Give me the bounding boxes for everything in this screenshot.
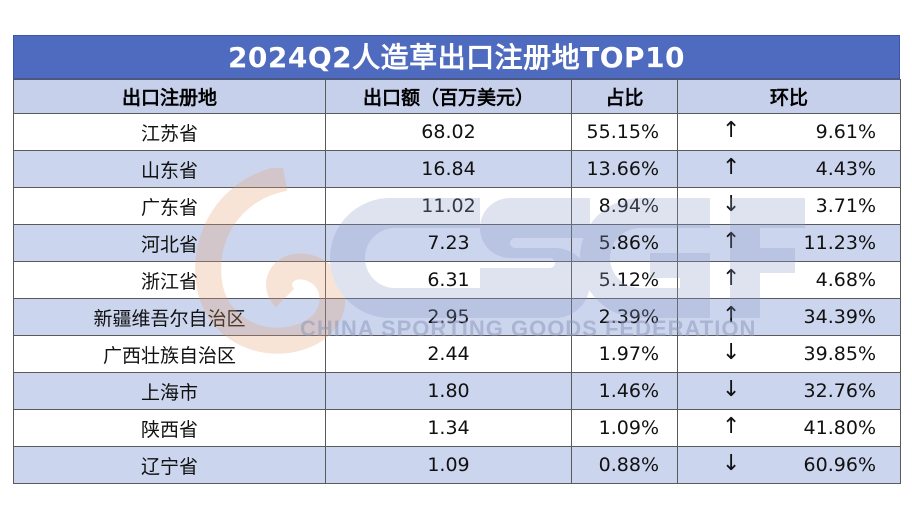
table-row: 浙江省 6.31 5.12% ↑ 4.68% [13, 261, 901, 299]
trend-arrow-icon: ↑ [722, 118, 741, 143]
mom-value: 4.68% [815, 269, 876, 291]
header-row: 出口注册地 出口额（百万美元） 占比 环比 [13, 79, 901, 114]
cell-mom: ↓ 32.76% [677, 372, 901, 410]
trend-arrow-icon: ↑ [722, 229, 741, 254]
cell-amount: 2.44 [325, 335, 572, 373]
cell-mom: ↓ 3.71% [677, 187, 901, 225]
table-title: 2024Q2人造草出口注册地TOP10 [13, 35, 900, 79]
cell-amount: 16.84 [325, 150, 572, 188]
trend-arrow-icon: ↓ [722, 192, 741, 217]
cell-mom: ↑ 4.43% [677, 150, 901, 188]
mom-value: 3.71% [815, 195, 876, 217]
cell-share: 1.46% [571, 372, 678, 410]
trend-arrow-icon: ↑ [722, 155, 741, 180]
header-mom: 环比 [677, 79, 901, 114]
trend-arrow-icon: ↑ [722, 414, 741, 439]
table-row: 山东省 16.84 13.66% ↑ 4.43% [13, 150, 901, 188]
table-row: 广西壮族自治区 2.44 1.97% ↓ 39.85% [13, 335, 901, 373]
cell-amount: 2.95 [325, 298, 572, 336]
cell-mom: ↑ 11.23% [677, 224, 901, 262]
export-table: 出口注册地 出口额（百万美元） 占比 环比 江苏省 68.02 55.15% ↑ 9.6… [13, 79, 901, 484]
cell-mom: ↓ 60.96% [677, 446, 901, 484]
table-container: 2024Q2人造草出口注册地TOP10 出口注册地 出口额（百万美元） 占比 环… [13, 35, 901, 484]
cell-share: 2.39% [571, 298, 678, 336]
table-row: 江苏省 68.02 55.15% ↑ 9.61% [13, 113, 901, 151]
cell-mom: ↑ 4.68% [677, 261, 901, 299]
cell-region: 陕西省 [13, 409, 326, 447]
cell-region: 河北省 [13, 224, 326, 262]
header-share: 占比 [571, 79, 678, 114]
cell-region: 辽宁省 [13, 446, 326, 484]
table-row: 新疆维吾尔自治区 2.95 2.39% ↑ 34.39% [13, 298, 901, 336]
cell-share: 0.88% [571, 446, 678, 484]
cell-region: 广西壮族自治区 [13, 335, 326, 373]
cell-mom: ↑ 34.39% [677, 298, 901, 336]
table-row: 河北省 7.23 5.86% ↑ 11.23% [13, 224, 901, 262]
cell-share: 5.86% [571, 224, 678, 262]
header-amount: 出口额（百万美元） [325, 79, 572, 114]
mom-value: 60.96% [803, 454, 876, 476]
cell-amount: 68.02 [325, 113, 572, 151]
cell-amount: 1.80 [325, 372, 572, 410]
trend-arrow-icon: ↓ [722, 340, 741, 365]
table-row: 上海市 1.80 1.46% ↓ 32.76% [13, 372, 901, 410]
cell-amount: 11.02 [325, 187, 572, 225]
table-row: 广东省 11.02 8.94% ↓ 3.71% [13, 187, 901, 225]
cell-region: 上海市 [13, 372, 326, 410]
table-row: 辽宁省 1.09 0.88% ↓ 60.96% [13, 446, 901, 484]
trend-arrow-icon: ↑ [722, 303, 741, 328]
trend-arrow-icon: ↓ [722, 451, 741, 476]
mom-value: 4.43% [815, 158, 876, 180]
cell-share: 13.66% [571, 150, 678, 188]
mom-value: 41.80% [803, 417, 876, 439]
table-row: 陕西省 1.34 1.09% ↑ 41.80% [13, 409, 901, 447]
header-region: 出口注册地 [13, 79, 326, 114]
cell-region: 江苏省 [13, 113, 326, 151]
mom-value: 39.85% [803, 343, 876, 365]
cell-amount: 7.23 [325, 224, 572, 262]
cell-amount: 1.34 [325, 409, 572, 447]
mom-value: 11.23% [803, 232, 876, 254]
cell-region: 浙江省 [13, 261, 326, 299]
cell-mom: ↑ 41.80% [677, 409, 901, 447]
cell-share: 1.09% [571, 409, 678, 447]
cell-share: 5.12% [571, 261, 678, 299]
mom-value: 9.61% [815, 121, 876, 143]
cell-share: 55.15% [571, 113, 678, 151]
cell-amount: 6.31 [325, 261, 572, 299]
cell-region: 山东省 [13, 150, 326, 188]
trend-arrow-icon: ↓ [722, 377, 741, 402]
mom-value: 32.76% [803, 380, 876, 402]
cell-mom: ↑ 9.61% [677, 113, 901, 151]
cell-share: 8.94% [571, 187, 678, 225]
mom-value: 34.39% [803, 306, 876, 328]
cell-region: 广东省 [13, 187, 326, 225]
cell-mom: ↓ 39.85% [677, 335, 901, 373]
trend-arrow-icon: ↑ [722, 266, 741, 291]
cell-region: 新疆维吾尔自治区 [13, 298, 326, 336]
cell-share: 1.97% [571, 335, 678, 373]
cell-amount: 1.09 [325, 446, 572, 484]
